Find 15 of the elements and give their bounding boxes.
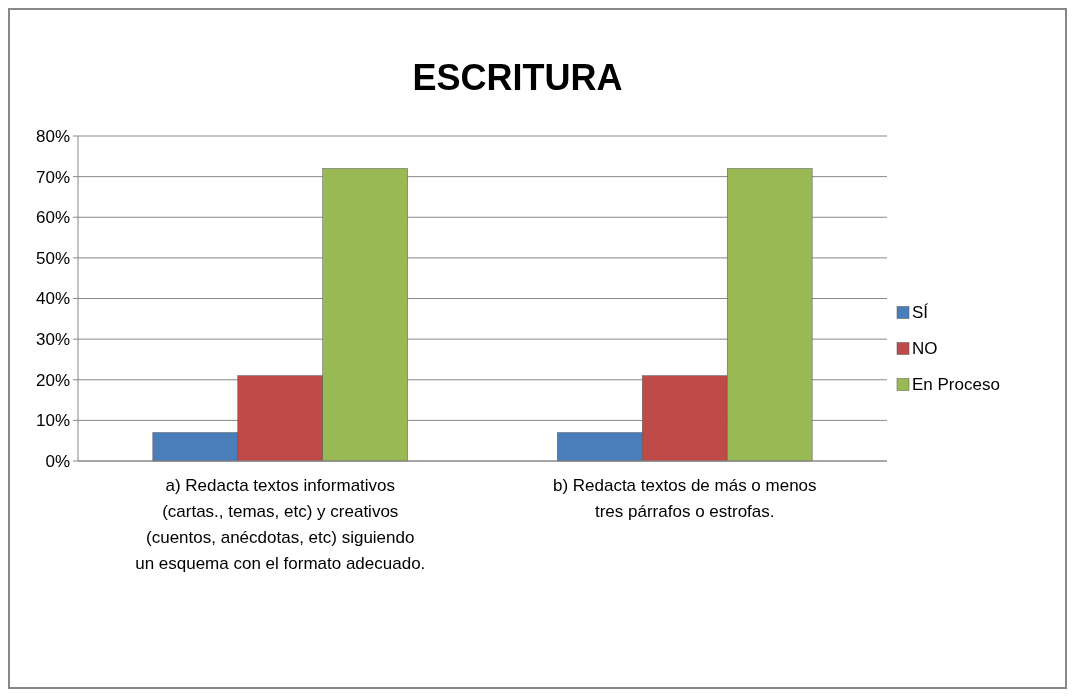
y-tick-label: 80% xyxy=(35,126,70,146)
y-tick-label: 10% xyxy=(35,411,70,431)
legend-label: En Proceso xyxy=(912,375,1000,395)
y-tick-label: 0% xyxy=(45,451,70,471)
y-tick-label: 50% xyxy=(35,248,70,268)
y-tick-label: 40% xyxy=(35,289,70,309)
legend-label: NO xyxy=(912,339,938,359)
y-tick-label: 20% xyxy=(35,370,70,390)
y-tick-label: 70% xyxy=(35,167,70,187)
x-tick-label: b) Redacta textos de más o menos tres párrafos o estrofas. xyxy=(552,476,817,521)
chart-title: ESCRITURA xyxy=(412,57,623,98)
x-tick-label: a) Redacta textos informativos (cartas., temas, etc) y creativos (cuentos, anécdotas, etc) siguiendo un esquema con el formato adecuado. xyxy=(135,476,426,573)
legend-label: SÍ xyxy=(912,303,929,323)
y-tick-label: 60% xyxy=(35,208,70,228)
y-tick-label: 30% xyxy=(35,330,70,350)
